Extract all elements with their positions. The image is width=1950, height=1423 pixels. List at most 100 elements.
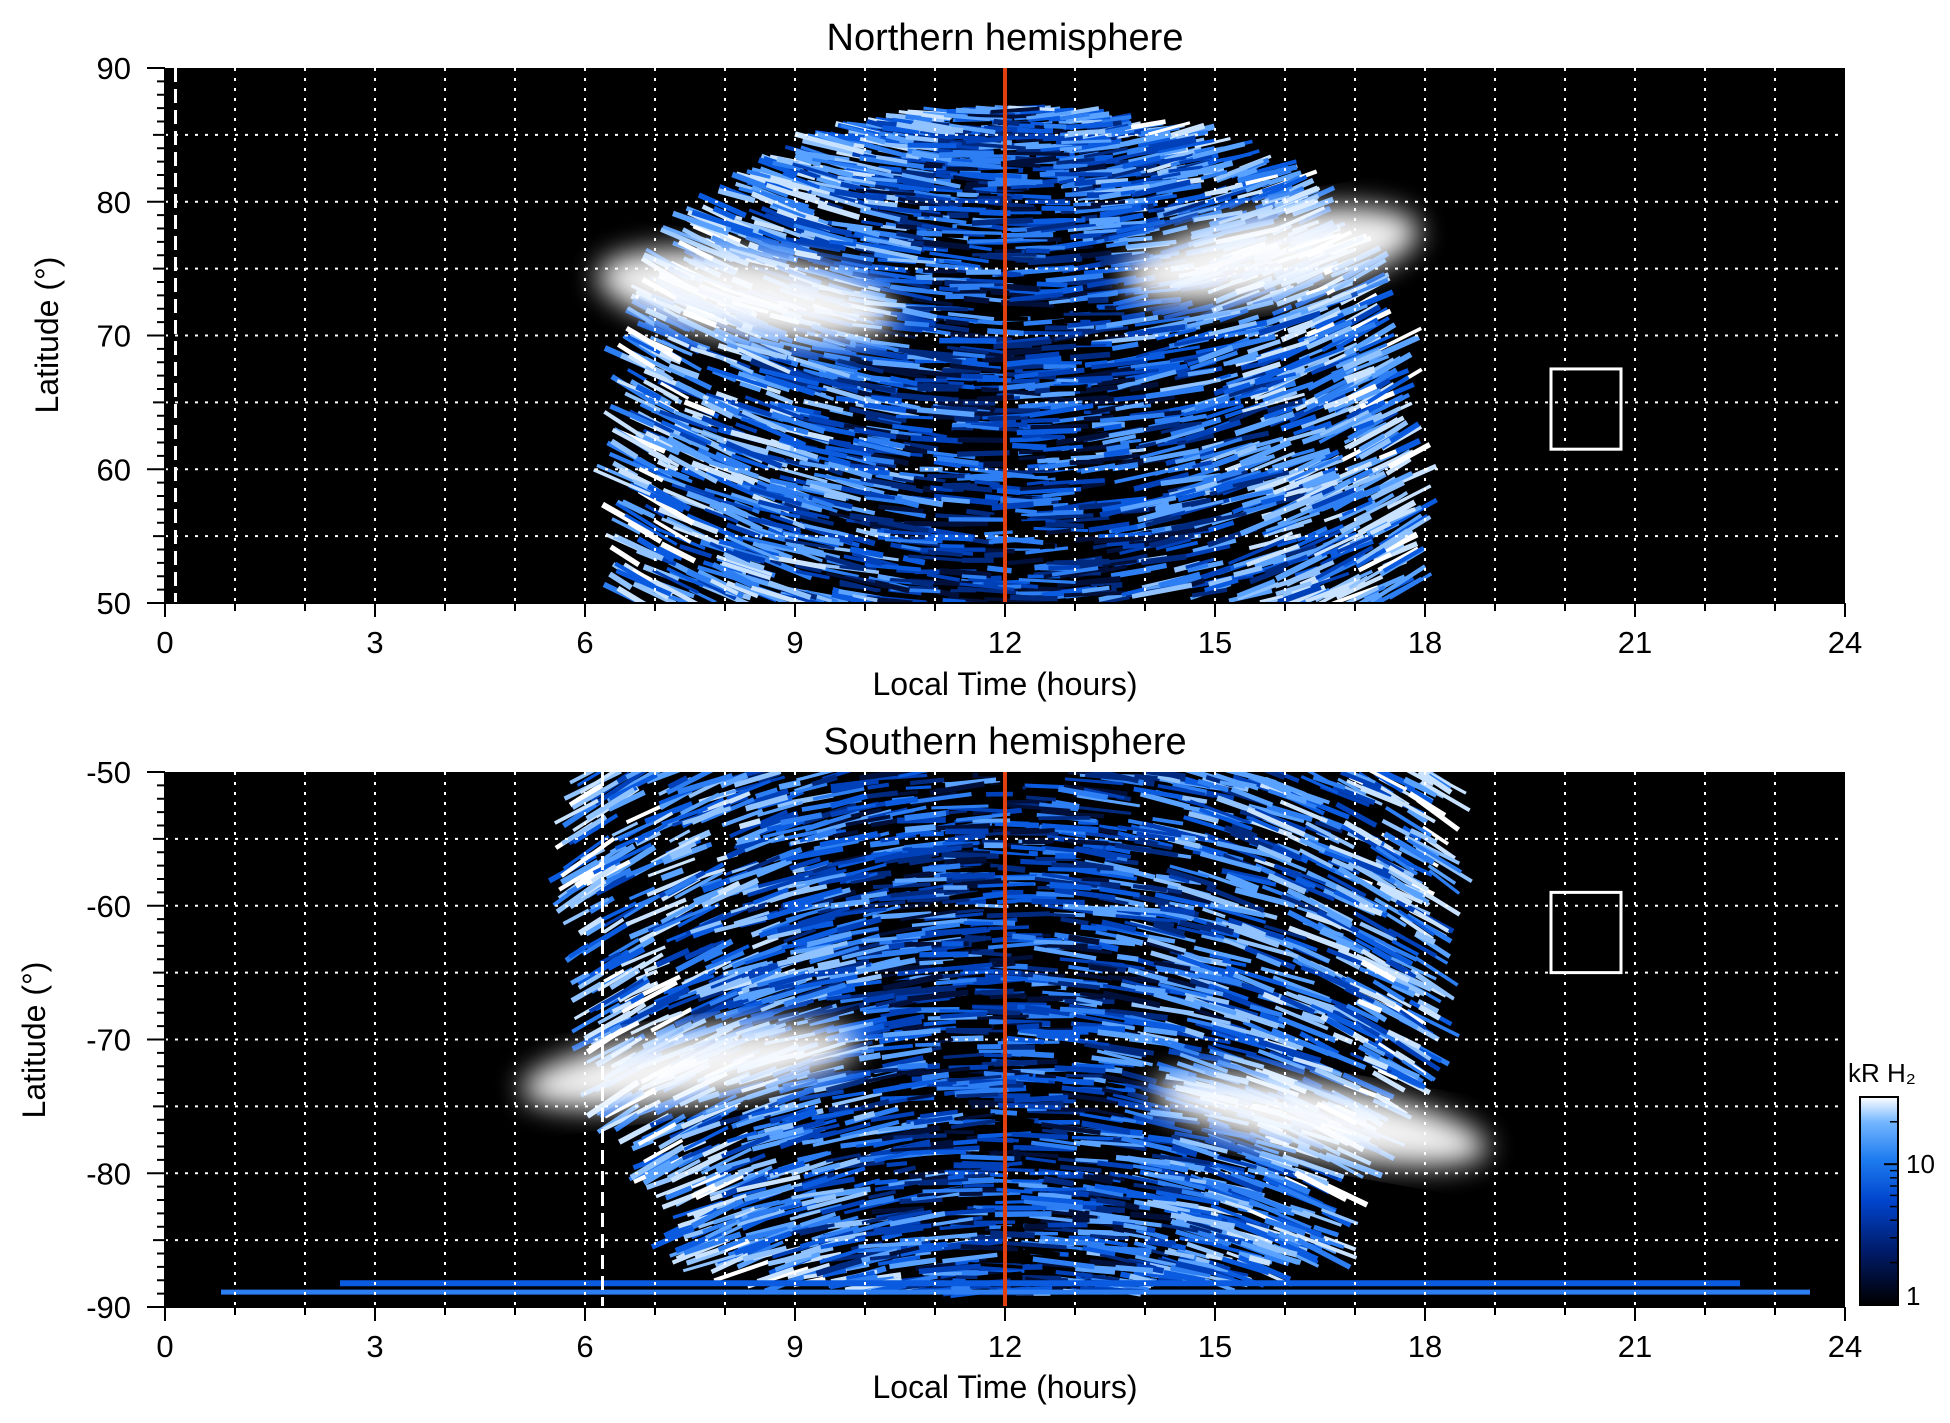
s-emission-streak — [806, 1190, 868, 1211]
n-emission-streak — [905, 195, 963, 207]
n-emission-streak — [1347, 416, 1384, 442]
n-emission-streak — [952, 175, 974, 182]
s-emission-streak — [653, 904, 712, 933]
s-emission-streak — [896, 929, 930, 940]
n-emission-streak — [1107, 393, 1148, 403]
s-emission-streak — [1229, 1171, 1266, 1189]
s-emission-streak — [1212, 1162, 1256, 1179]
n-emission-streak — [1110, 566, 1152, 579]
s-emission-streak — [1267, 873, 1307, 895]
n-emission-streak — [1047, 469, 1077, 479]
n-emission-streak — [1003, 362, 1047, 371]
north-title: Northern hemisphere — [827, 17, 1184, 59]
n-emission-streak — [1183, 309, 1232, 324]
s-emission-streak — [613, 1112, 640, 1133]
n-emission-streak — [769, 477, 798, 488]
n-emission-streak — [1038, 310, 1066, 319]
s-emission-streak — [1264, 1217, 1307, 1237]
s-emission-streak — [760, 1000, 782, 1013]
s-emission-streak — [981, 839, 1004, 845]
n-emission-streak — [1154, 415, 1181, 424]
s-emission-streak — [816, 1070, 871, 1086]
n-emission-streak — [1244, 172, 1279, 186]
s-emission-streak — [867, 1043, 913, 1052]
n-emission-streak — [1306, 384, 1359, 410]
n-emission-streak — [626, 368, 647, 382]
n-emission-streak — [863, 134, 886, 145]
n-emission-streak — [1387, 442, 1432, 469]
s-emission-streak — [929, 823, 991, 831]
n-emission-streak — [1097, 377, 1136, 387]
s-emission-streak — [711, 944, 750, 965]
n-emission-streak — [1041, 343, 1077, 351]
s-emission-streak — [1216, 840, 1271, 858]
s-emission-streak — [899, 1196, 943, 1205]
n-emission-streak — [1015, 508, 1037, 515]
n-emission-streak — [1009, 594, 1058, 602]
n-emission-streak — [949, 363, 1001, 374]
n-emission-streak — [929, 251, 989, 264]
n-emission-streak — [718, 442, 743, 456]
s-emission-streak — [1049, 881, 1092, 891]
s-emission-streak — [692, 922, 724, 939]
s-emission-streak — [868, 1189, 897, 1200]
s-emission-streak — [1154, 892, 1215, 910]
s-emission-streak — [791, 1187, 844, 1200]
n-emission-streak — [865, 176, 898, 183]
n-emission-streak — [1120, 495, 1177, 512]
s-emission-streak — [1410, 968, 1455, 1000]
n-emission-streak — [1220, 470, 1284, 488]
n-emission-streak — [1186, 318, 1214, 329]
n-emission-streak — [888, 237, 912, 248]
s-emission-streak — [881, 1231, 903, 1241]
n-emission-streak — [1043, 362, 1077, 370]
n-emission-streak — [653, 320, 699, 349]
s-emission-streak — [864, 1066, 926, 1084]
s-emission-streak — [1059, 945, 1113, 955]
s-emission-streak — [1372, 979, 1406, 1002]
s-emission-streak — [570, 971, 590, 986]
n-emission-streak — [1351, 411, 1383, 429]
n-emission-streak — [611, 517, 641, 535]
n-emission-streak — [846, 223, 881, 239]
s-emission-streak — [882, 1028, 941, 1038]
n-emission-streak — [608, 451, 650, 473]
n-emission-streak — [916, 407, 975, 418]
n-emission-streak — [1271, 447, 1331, 472]
s-emission-streak — [1314, 820, 1343, 834]
n-emission-streak — [1185, 557, 1216, 569]
n-emission-streak — [1305, 524, 1361, 557]
n-emission-streak — [1259, 594, 1284, 603]
n-emission-streak — [1305, 578, 1362, 603]
n-emission-streak — [1042, 522, 1085, 529]
s-emission-streak — [1226, 871, 1277, 887]
n-emission-streak — [1175, 192, 1212, 204]
s-emission-streak — [1116, 953, 1139, 962]
s-emission-streak — [803, 1010, 826, 1019]
n-emission-streak — [1054, 326, 1116, 341]
s-emission-streak — [757, 870, 814, 889]
n-emission-streak — [809, 483, 862, 502]
n-emission-streak — [1380, 394, 1405, 411]
n-emission-streak — [1139, 444, 1186, 460]
s-emission-streak — [1105, 844, 1131, 855]
n-emission-streak — [984, 530, 1013, 536]
s-emission-streak — [1233, 1008, 1280, 1029]
s-emission-streak — [1177, 1258, 1229, 1273]
n-emission-streak — [1279, 427, 1327, 444]
n-emission-streak — [652, 569, 699, 594]
n-emission-streak — [1081, 585, 1110, 594]
s-emission-streak — [1041, 995, 1104, 1001]
s-emission-streak — [588, 978, 645, 1014]
n-emission-streak — [1169, 204, 1221, 221]
n-emission-streak — [898, 110, 952, 120]
n-emission-streak — [1271, 304, 1293, 317]
s-emission-streak — [1146, 1199, 1191, 1216]
n-emission-streak — [934, 173, 955, 180]
n-emission-streak — [1275, 581, 1313, 597]
n-emission-streak — [835, 395, 866, 405]
n-emission-streak — [707, 395, 741, 416]
n-emission-streak — [1099, 412, 1165, 424]
s-emission-streak — [1381, 818, 1411, 837]
n-emission-streak — [949, 283, 995, 288]
